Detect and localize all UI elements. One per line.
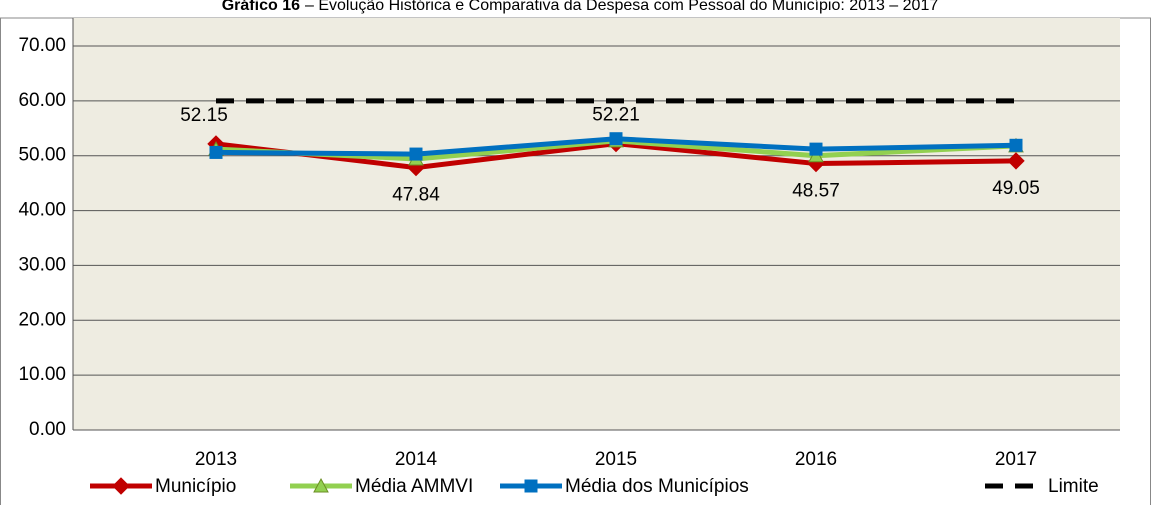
x-tick-label: 2013 — [195, 449, 237, 470]
data-label: 52.21 — [592, 105, 640, 126]
y-tick-label: 60.00 — [18, 90, 66, 111]
data-label: 48.57 — [792, 181, 840, 202]
y-tick-label: 70.00 — [18, 35, 66, 56]
title-lead: Gráfico 16 — [222, 0, 300, 14]
marker — [809, 142, 823, 156]
y-tick-label: 0.00 — [29, 419, 66, 440]
marker — [609, 132, 623, 146]
marker — [313, 477, 329, 493]
y-tick-label: 10.00 — [18, 364, 66, 385]
y-tick-label: 40.00 — [18, 200, 66, 221]
y-tick-label: 20.00 — [18, 309, 66, 330]
data-label: 52.15 — [180, 105, 228, 126]
data-label: 49.05 — [992, 178, 1040, 199]
data-label: 47.84 — [392, 185, 440, 206]
marker — [524, 479, 538, 493]
y-tick-label: 50.00 — [18, 145, 66, 166]
marker — [112, 477, 130, 495]
legend-label: Média dos Municípios — [565, 476, 749, 497]
marker — [409, 147, 423, 161]
legend-label: Município — [155, 476, 236, 497]
plot-area — [73, 18, 1120, 430]
marker — [1009, 138, 1023, 152]
marker — [209, 145, 223, 159]
legend-label: Limite — [1048, 476, 1099, 497]
legend-label: Média AMMVI — [355, 476, 473, 497]
x-tick-label: 2017 — [995, 449, 1037, 470]
x-tick-label: 2014 — [395, 449, 438, 470]
x-tick-label: 2015 — [595, 449, 637, 470]
title-text: – Evolução Histórica e Comparativa da De… — [305, 0, 938, 14]
chart-title: Gráfico 16 – Evolução Histórica e Compara… — [222, 0, 939, 14]
marker — [1007, 152, 1025, 170]
y-tick-label: 30.00 — [18, 254, 66, 275]
x-tick-label: 2016 — [795, 449, 837, 470]
